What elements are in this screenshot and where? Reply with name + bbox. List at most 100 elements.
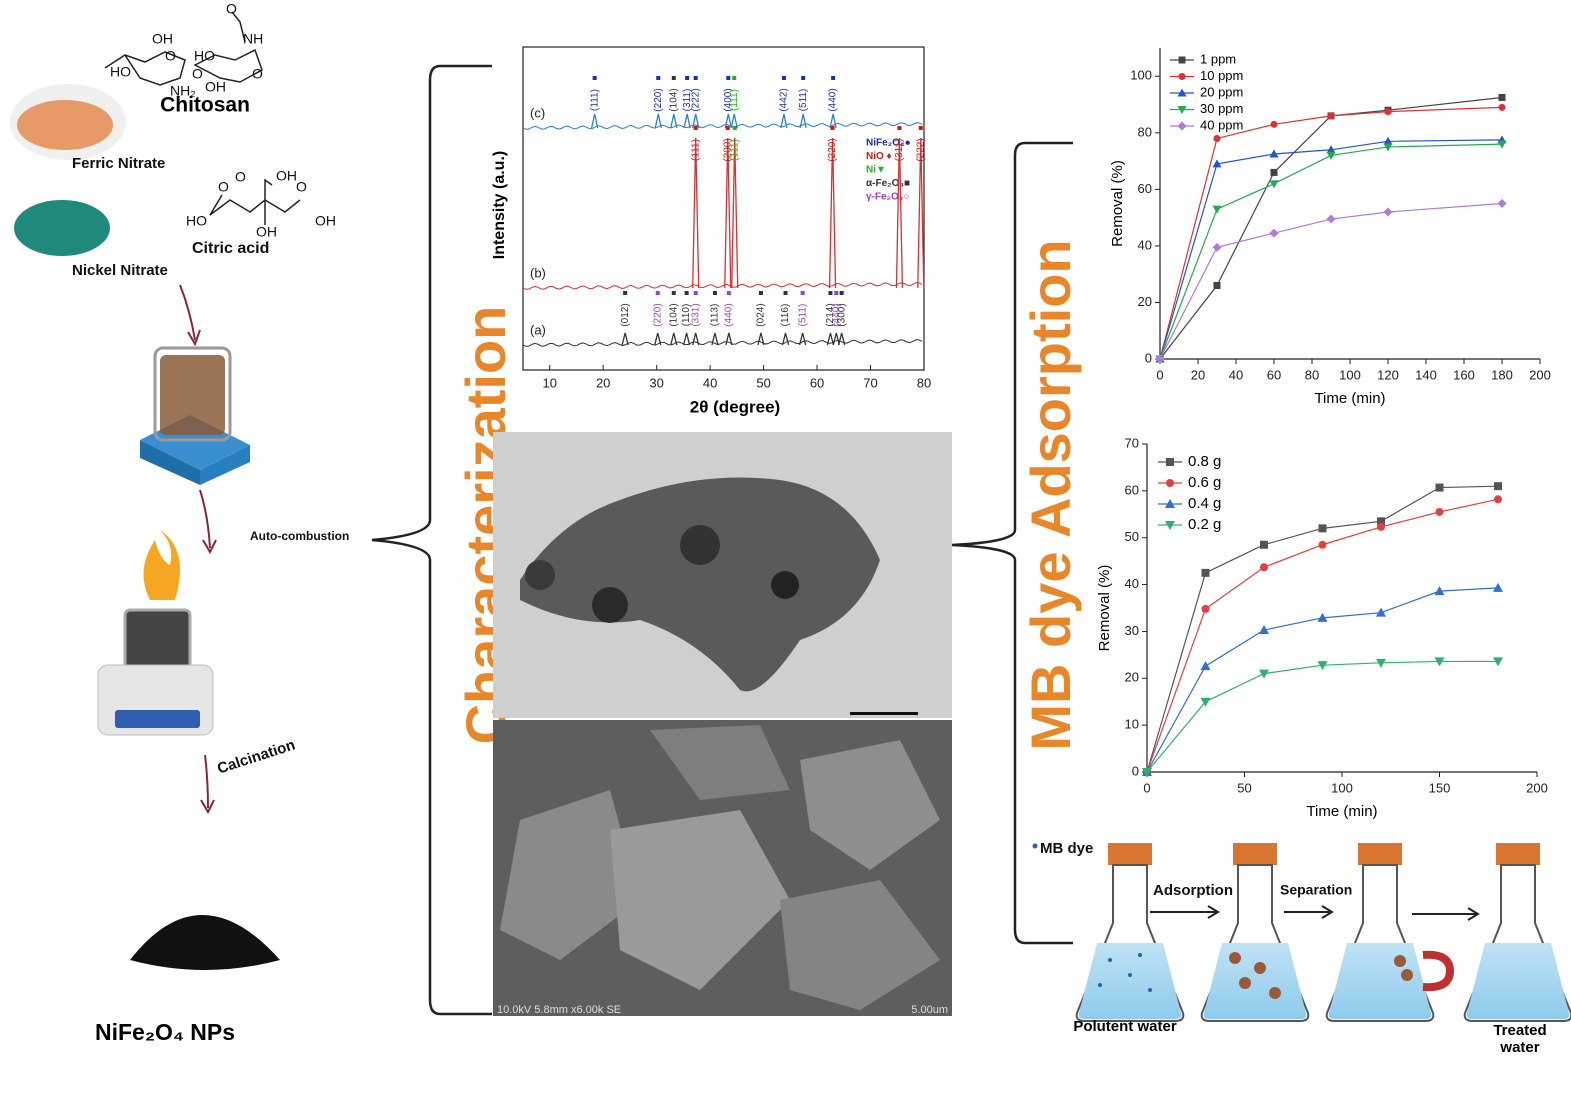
xrd-peak (829, 113, 837, 129)
peak-symbol (671, 291, 676, 295)
atom: O (226, 1, 237, 17)
peak-symbol (781, 76, 786, 80)
atom: OH (315, 213, 336, 229)
start-label-box: Polutent water (1073, 1018, 1177, 1035)
legend-marker (1177, 106, 1187, 114)
legend-entry: α-Fe₂O₃■ (866, 178, 910, 189)
legend-entry: γ-Fe₂O₃○ (866, 192, 909, 203)
peak-symbol (592, 76, 597, 80)
tem-image (493, 432, 952, 718)
peak-symbol (655, 291, 660, 295)
marker (1317, 661, 1328, 671)
xrd-peak (895, 137, 904, 289)
marker (1201, 604, 1210, 613)
x-tick-label: 70 (863, 375, 877, 390)
arrows (179, 284, 217, 815)
marker (1493, 657, 1503, 667)
series-line (1159, 96, 1503, 360)
peak-symbol (726, 76, 731, 80)
stirrer (140, 346, 250, 485)
powder (130, 915, 280, 970)
marker (1376, 658, 1386, 668)
x-tick-label: 120 (1377, 367, 1399, 382)
atom: OH (205, 79, 226, 95)
x-tick-label: 10 (542, 375, 556, 390)
y-axis-label: Removal (%) (1096, 565, 1113, 652)
peak-symbol (830, 126, 835, 130)
legend-marker (1177, 121, 1187, 131)
trace-label: (b) (530, 265, 546, 280)
peak-symbol (758, 291, 763, 295)
xrd-peak (781, 332, 790, 346)
series-line (1159, 106, 1503, 360)
y-tick-label: 60 (1125, 482, 1139, 497)
legend-entry: 10 ppm (1200, 68, 1243, 83)
y-tick-label: 0 (1132, 763, 1139, 778)
marker (1318, 524, 1327, 533)
peak-label: (214) (825, 303, 836, 326)
xrd-peak (692, 137, 700, 289)
marker (1494, 482, 1502, 491)
xrd-baseline (522, 122, 923, 130)
legend-marker (1178, 73, 1186, 80)
adsorption-title: MB dye Adsorption (1019, 239, 1082, 750)
atom: OH (276, 168, 297, 184)
nickel-label: Nickel Nitrate (72, 262, 168, 279)
xrd-peak (832, 332, 840, 346)
atom: O (296, 179, 307, 195)
legend-entry: 0.2 g (1188, 516, 1221, 533)
citric-label: Citric acid (192, 240, 269, 257)
marker (1260, 563, 1268, 572)
xrd-baseline (522, 282, 923, 290)
marker (1269, 149, 1279, 158)
x-tick-label: 200 (1529, 367, 1551, 382)
x-tick-label: 20 (1191, 367, 1205, 382)
x-tick-label: 160 (1453, 367, 1475, 382)
peak-symbol (693, 126, 698, 130)
ferric-crystals (17, 100, 113, 150)
marker (1270, 168, 1278, 176)
marker (1213, 134, 1221, 142)
peak-label: (104) (668, 88, 679, 111)
sem-image (493, 720, 952, 1016)
marker (1434, 586, 1445, 596)
x-tick-label: 0 (1156, 367, 1163, 382)
legend-entry: 20 ppm (1200, 84, 1243, 99)
marker (1212, 159, 1222, 168)
marker (1497, 140, 1507, 149)
legend-entry: Ni▼ (866, 165, 886, 176)
nickel-crystals (14, 200, 110, 256)
step-label: Adsorption (1153, 882, 1233, 899)
x-tick-label: 150 (1429, 780, 1451, 795)
x-tick-label: 200 (1526, 780, 1548, 795)
xrd-frame (522, 46, 925, 371)
xrd-peak (654, 113, 662, 129)
marker (1494, 495, 1502, 504)
legend-marker (1166, 479, 1174, 487)
xrd-peak (724, 113, 732, 129)
y-tick-label: 40 (1138, 237, 1152, 252)
marker (1326, 214, 1336, 224)
peak-label: (440) (828, 88, 839, 111)
x-tick-label: 80 (1305, 367, 1319, 382)
series-line (1146, 660, 1498, 773)
x-tick-label: 50 (756, 375, 770, 390)
peak-symbol (712, 291, 717, 295)
marker (1435, 483, 1444, 492)
xrd-peak (692, 332, 700, 346)
marker (1270, 120, 1278, 128)
xrd-x-label: 2θ (degree) (690, 397, 780, 416)
dye-label: MB dye (1040, 840, 1093, 857)
marker (1383, 143, 1393, 152)
peak-symbol (693, 76, 698, 80)
start-label: Polutent water (1073, 1018, 1177, 1035)
peak-label: (220) (652, 303, 663, 326)
xrd-peak (826, 332, 835, 346)
x-tick-label: 30 (649, 375, 663, 390)
atom: HO (194, 48, 215, 64)
y-tick-label: 30 (1125, 623, 1139, 638)
x-tick-label: 40 (703, 375, 717, 390)
xrd-peak (654, 332, 662, 346)
xrd-peak (725, 332, 733, 346)
marker (1212, 205, 1222, 214)
